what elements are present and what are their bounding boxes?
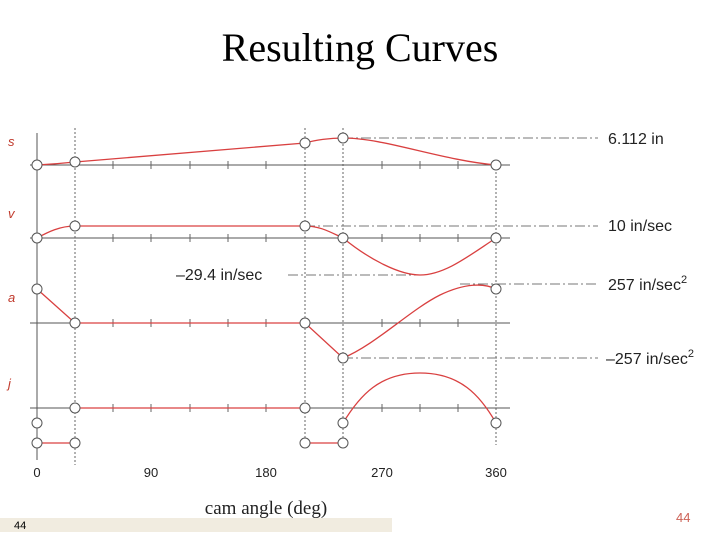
a-max-annotation: 257 in/sec2 [608,274,687,294]
x-tick-label: 90 [144,465,158,480]
a-max-value: 257 in/sec [608,277,681,294]
x-tick-label: 270 [371,465,393,480]
x-axis-label: cam angle (deg) [205,498,327,519]
s-max-annotation: 6.112 in [608,131,664,148]
j-curve-arc [342,372,497,424]
a-min-value: –257 in/sec [606,351,688,368]
row-label-v: v [8,206,16,221]
slide-number: 44 [14,520,27,532]
footer-bar [0,518,392,532]
x-tick-label: 0 [33,465,40,480]
v-curve [36,225,497,276]
a-min-exponent: 2 [688,348,694,360]
row-label-a: a [8,290,15,305]
s-curve [36,137,497,166]
row-label-s: s [8,134,15,149]
a-max-exponent: 2 [681,274,687,286]
v-min-annotation: –29.4 in/sec [176,267,262,284]
curve-markers [31,132,502,449]
slide-title: Resulting Curves [221,25,499,70]
v-max-annotation: 10 in/sec [608,218,672,235]
x-tick-label: 360 [485,465,507,480]
row-label-j: j [6,376,12,391]
x-tick-label: 180 [255,465,277,480]
a-min-annotation: –257 in/sec2 [606,348,694,368]
page-number: 44 [676,510,691,525]
